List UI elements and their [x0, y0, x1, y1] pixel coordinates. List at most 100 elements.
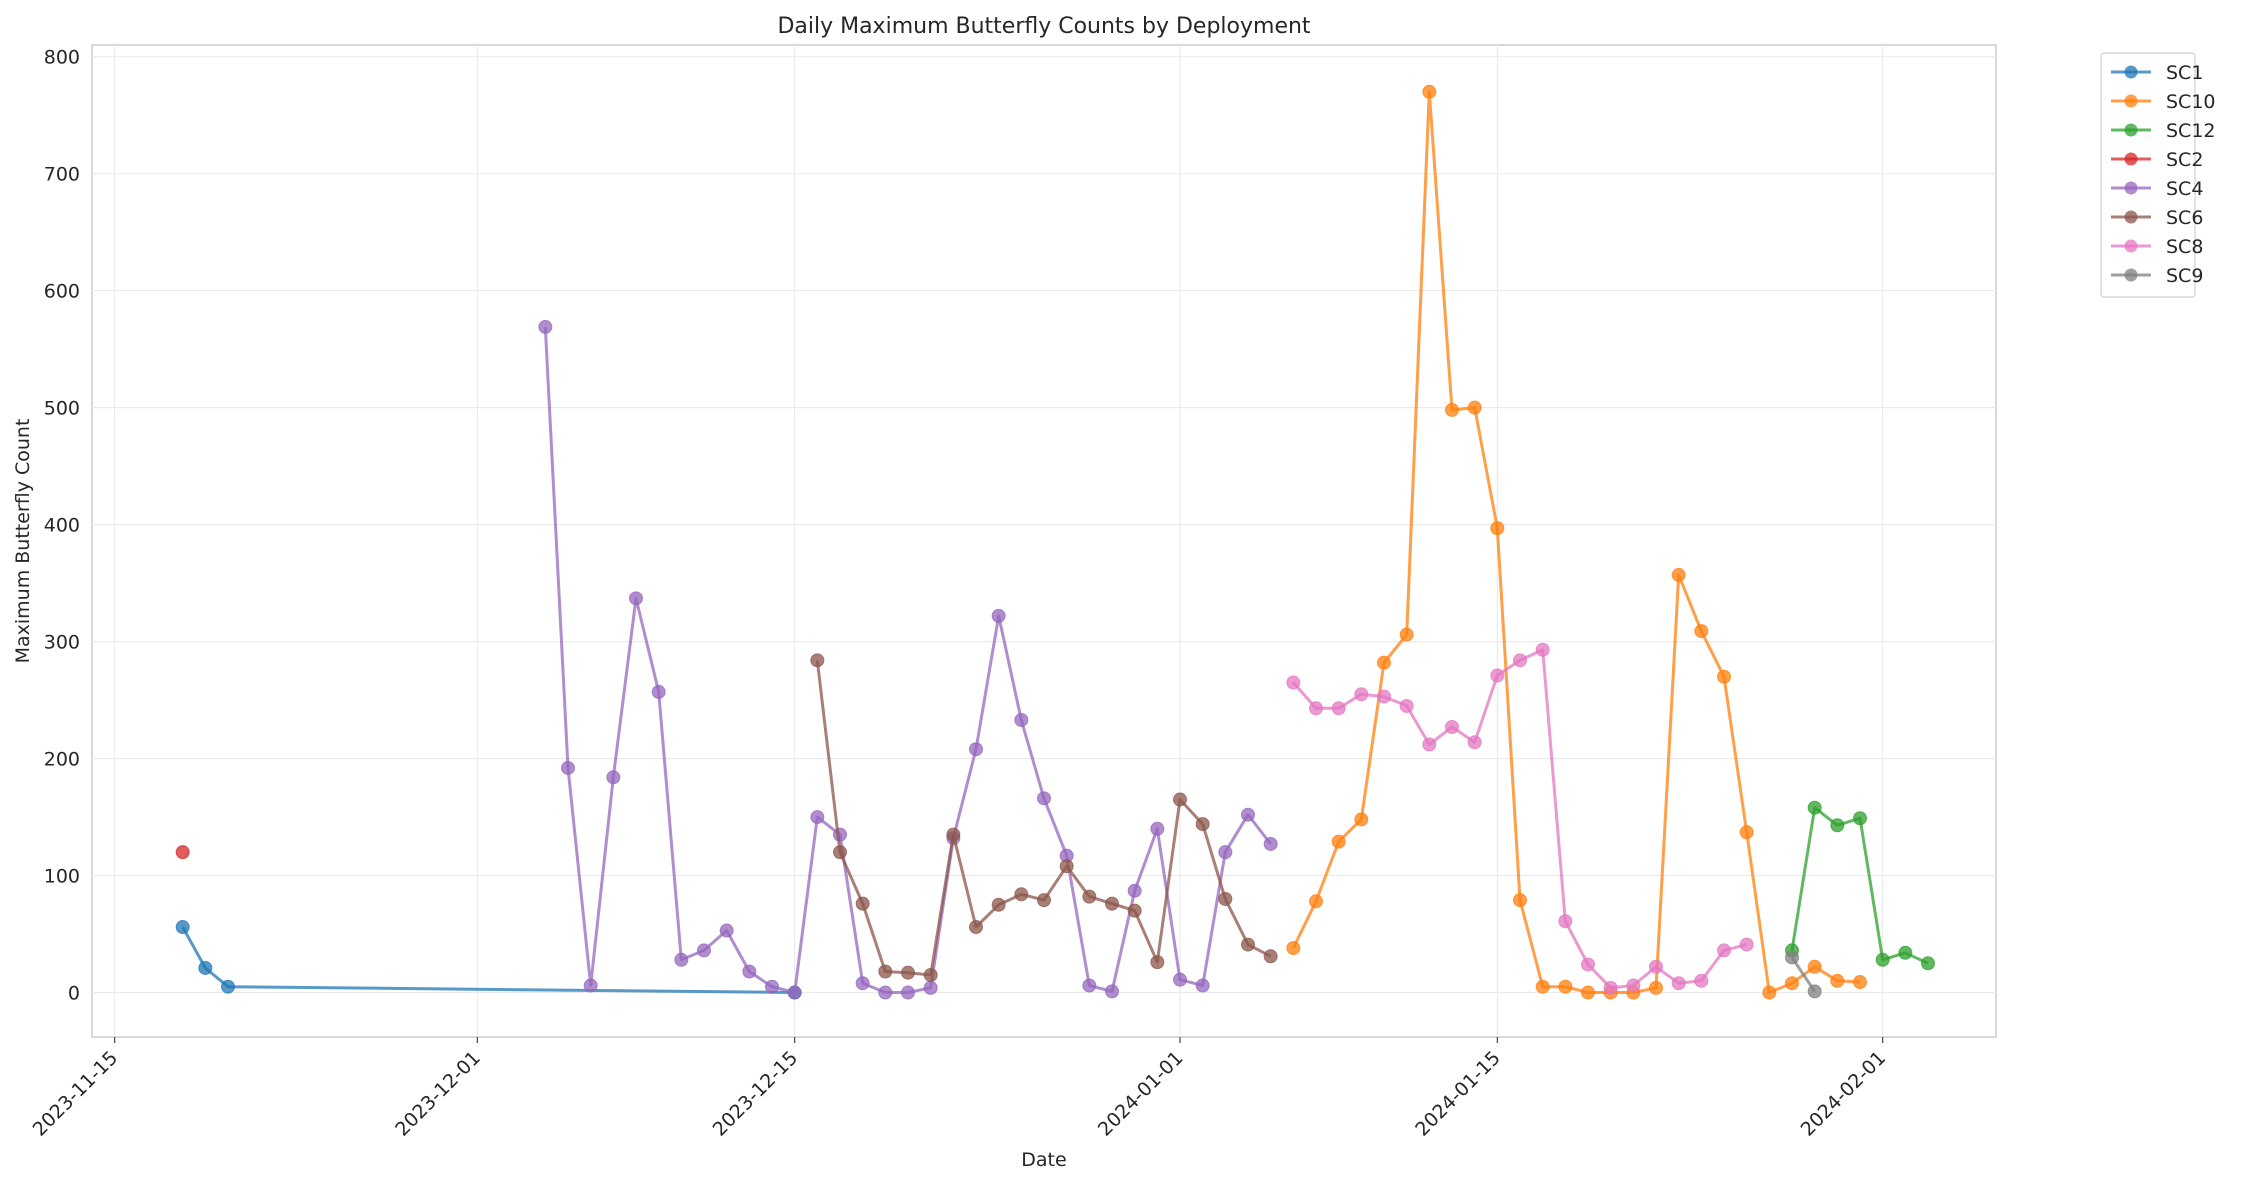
grid-lines [92, 45, 1996, 1037]
series-layer [175, 84, 1935, 1000]
data-point [833, 827, 847, 842]
y-tick-label: 200 [44, 749, 80, 771]
data-point [1286, 675, 1301, 690]
data-point [1105, 984, 1119, 999]
y-tick-label: 400 [44, 515, 80, 537]
data-point [855, 896, 870, 911]
data-point [1309, 894, 1323, 909]
legend: SC1 SC10 SC12 SC2 SC4 SC6 SC8 SC9 [2100, 52, 2216, 298]
data-point [1671, 976, 1686, 991]
data-point [651, 684, 666, 699]
legend-marker [2124, 181, 2138, 195]
data-point [538, 319, 553, 334]
series-sc10 [1286, 84, 1867, 1000]
legend-box [2100, 52, 2196, 298]
legend-label: SC2 [2166, 149, 2203, 171]
data-point [221, 979, 235, 994]
data-point [1898, 945, 1913, 960]
y-tick-label: 700 [44, 164, 80, 186]
data-point [1014, 712, 1029, 727]
legend-marker [2124, 210, 2138, 224]
data-point [198, 960, 213, 975]
legend-item: SC12 [2111, 120, 2216, 142]
data-point [1694, 973, 1709, 988]
data-point [991, 897, 1006, 912]
data-point [1671, 567, 1686, 582]
data-point [1581, 985, 1595, 1000]
data-point [1807, 800, 1822, 815]
legend-marker [2124, 123, 2138, 137]
data-point [1626, 978, 1641, 993]
data-point [1830, 973, 1845, 988]
data-point [1127, 883, 1142, 898]
legend-marker [2124, 152, 2138, 166]
data-point [1195, 817, 1210, 832]
data-point [1875, 952, 1890, 967]
series-sc2 [175, 845, 190, 860]
y-tick-label: 600 [44, 281, 80, 303]
data-point [1059, 859, 1074, 874]
data-point [1921, 956, 1935, 971]
data-point [1445, 402, 1459, 417]
data-point [1807, 959, 1822, 974]
series-line [181, 926, 795, 994]
data-point [855, 976, 870, 991]
legend-item: SC4 [2111, 178, 2203, 200]
data-point [833, 845, 847, 860]
data-point [878, 985, 893, 1000]
legend-marker [2124, 268, 2138, 282]
data-point [1603, 980, 1618, 995]
data-point [1445, 720, 1459, 734]
data-point [1467, 735, 1482, 750]
data-point [1309, 701, 1323, 716]
data-point [1377, 655, 1391, 670]
data-point [1399, 698, 1414, 713]
data-point [1853, 975, 1867, 990]
data-point [1535, 979, 1550, 994]
legend-label: SC4 [2166, 178, 2203, 200]
data-point [1014, 887, 1029, 902]
legend-label: SC1 [2166, 62, 2203, 84]
data-point [1649, 980, 1663, 995]
data-point [1263, 836, 1278, 851]
data-point [175, 920, 190, 935]
data-point [1422, 737, 1437, 752]
data-point [1150, 955, 1165, 970]
data-point [878, 964, 893, 979]
data-point [1830, 818, 1845, 833]
data-point [1173, 972, 1187, 987]
data-point [1241, 937, 1255, 952]
data-point [606, 770, 621, 785]
legend-label: SC10 [2166, 91, 2216, 113]
data-point [1490, 668, 1505, 683]
legend-item: SC8 [2111, 236, 2203, 258]
legend-label: SC12 [2166, 120, 2216, 142]
data-point [1558, 914, 1573, 929]
data-point [991, 608, 1006, 623]
data-point [674, 952, 689, 967]
data-point [1195, 978, 1210, 993]
data-point [583, 978, 598, 993]
data-point [1127, 903, 1142, 918]
legend-item: SC1 [2111, 62, 2203, 84]
y-tick-label: 300 [44, 632, 80, 654]
data-point [1150, 821, 1165, 836]
data-point [1513, 893, 1527, 908]
data-point [923, 980, 938, 995]
data-point [1218, 845, 1233, 860]
data-point [1807, 984, 1822, 999]
legend-label: SC9 [2166, 265, 2203, 287]
data-point [787, 985, 802, 1000]
legend-marker [2124, 94, 2138, 108]
data-point [1422, 84, 1437, 99]
data-point [1649, 959, 1663, 974]
data-point [1241, 807, 1255, 822]
data-point [946, 827, 961, 842]
data-point [1558, 979, 1573, 994]
x-axis-title: Date [1021, 1149, 1066, 1171]
data-point [1037, 791, 1051, 806]
data-point [1286, 941, 1301, 956]
data-point [1377, 689, 1391, 704]
data-point [1739, 937, 1754, 952]
